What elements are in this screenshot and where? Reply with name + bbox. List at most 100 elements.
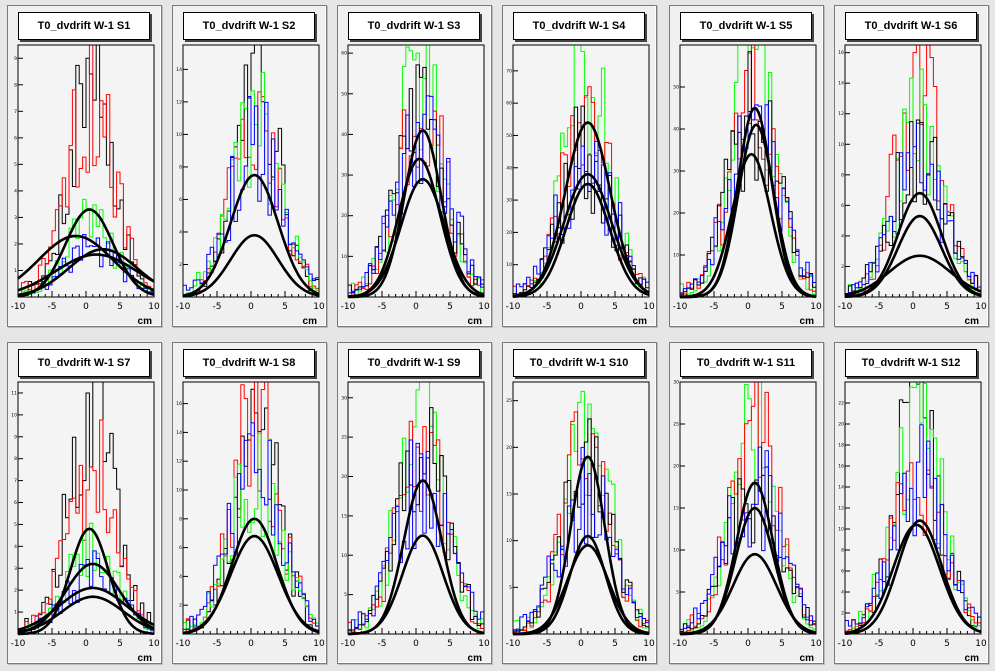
- y-tick-label: 3: [14, 566, 17, 572]
- x-axis-label: cm: [138, 653, 153, 664]
- gaussian-fit-line: [17, 586, 155, 632]
- histogram-series: [679, 104, 817, 297]
- y-tick-label: 20: [673, 464, 679, 470]
- histogram-series: [512, 390, 650, 634]
- y-tick-label: 10: [176, 132, 182, 138]
- x-tick-label: -10: [506, 302, 521, 312]
- histogram-series: [512, 446, 650, 634]
- x-tick-label: 0: [745, 302, 751, 312]
- chart-svg: 2 4 6 8 10 12 14 16 -10 -5 0 5 10 cm: [838, 44, 987, 327]
- histogram-series: [844, 462, 982, 634]
- y-tick-label: 3: [14, 215, 17, 221]
- y-tick-label: 1: [14, 268, 17, 274]
- chart-title: T0_dvdrift W-1 S2: [183, 12, 315, 40]
- gaussian-fit-line: [512, 182, 650, 298]
- chart-title: T0_dvdrift W-1 S7: [18, 349, 150, 377]
- y-tick-label: 25: [506, 398, 512, 404]
- x-tick-label: -10: [341, 302, 356, 312]
- y-tick-label: 40: [506, 165, 512, 171]
- histogram-series: [347, 95, 485, 297]
- x-tick-label: 5: [282, 302, 288, 312]
- histogram-series: [679, 466, 817, 634]
- y-tick-label: 20: [506, 230, 512, 236]
- x-tick-label: -5: [875, 639, 884, 649]
- chart-panel-1: 1 2 3 4 5 6 7 8 9 -10 -5 0 5 10 cm T0_dvdrift W-1 S1: [7, 5, 162, 327]
- y-tick-label: 20: [341, 213, 347, 219]
- x-tick-label: -5: [213, 639, 222, 649]
- x-axis-label: cm: [965, 653, 980, 664]
- y-tick-label: 15: [341, 513, 347, 519]
- histogram-series: [182, 433, 320, 634]
- x-tick-label: 0: [578, 639, 584, 649]
- chart-svg: 10 20 30 40 50 -10 -5 0 5 10 cm: [673, 44, 822, 327]
- chart-panel-3: 10 20 30 40 50 60 -10 -5 0 5 10 cm T0_dvdrift W-1 S3: [337, 5, 492, 327]
- x-tick-label: 0: [413, 639, 419, 649]
- gaussian-fit-line: [844, 254, 982, 297]
- x-tick-label: -5: [48, 639, 57, 649]
- x-axis-label: cm: [303, 653, 318, 664]
- y-tick-label: 20: [838, 422, 844, 428]
- x-tick-label: 0: [248, 302, 254, 312]
- x-axis-label: cm: [468, 653, 483, 664]
- gaussian-fit-line: [513, 543, 650, 636]
- y-tick-label: 60: [341, 51, 347, 57]
- chart-title: T0_dvdrift W-1 S10: [513, 349, 645, 377]
- histogram-series: [347, 439, 485, 634]
- y-tick-label: 8: [14, 456, 17, 462]
- y-tick-label: 10: [506, 538, 512, 544]
- chart-panel-5: 10 20 30 40 50 -10 -5 0 5 10 cm T0_dvdrift W-1 S5: [669, 5, 824, 327]
- y-tick-label: 7: [14, 109, 17, 115]
- x-tick-label: 5: [612, 639, 618, 649]
- y-tick-label: 10: [176, 488, 182, 494]
- x-axis-label: cm: [800, 653, 815, 664]
- gaussian-fit-line: [182, 173, 320, 297]
- y-tick-label: 30: [673, 380, 679, 386]
- y-tick-label: 8: [14, 82, 17, 88]
- y-tick-label: 22: [838, 401, 844, 407]
- x-tick-label: 5: [779, 302, 785, 312]
- chart-title: T0_dvdrift W-1 S4: [513, 12, 645, 40]
- y-tick-label: 9: [14, 56, 17, 62]
- x-tick-label: 10: [313, 302, 325, 312]
- y-tick-label: 10: [673, 548, 679, 554]
- gaussian-fit-line: [17, 234, 155, 292]
- y-tick-label: 6: [841, 569, 844, 575]
- x-tick-label: 5: [282, 639, 288, 649]
- y-tick-label: 25: [341, 435, 347, 441]
- x-tick-label: 10: [643, 639, 655, 649]
- y-tick-label: 4: [179, 229, 182, 235]
- x-axis-label: cm: [303, 316, 318, 327]
- gaussian-fit-line: [513, 534, 650, 636]
- y-tick-label: 15: [673, 506, 679, 512]
- y-tick-label: 2: [179, 262, 182, 268]
- gaussian-fit-line: [18, 527, 155, 636]
- chart-panel-4: 10 20 30 40 50 60 70 -10 -5 0 5 10 cm T0_dvdrift W-1 …: [502, 5, 657, 327]
- x-tick-label: 5: [944, 639, 950, 649]
- y-tick-label: 12: [176, 459, 182, 465]
- y-tick-label: 10: [506, 262, 512, 268]
- x-tick-label: -10: [673, 302, 688, 312]
- chart-title: T0_dvdrift W-1 S3: [348, 12, 480, 40]
- histogram-series: [512, 44, 650, 297]
- y-tick-label: 5: [14, 162, 17, 168]
- y-tick-label: 10: [11, 412, 17, 418]
- y-tick-label: 14: [176, 67, 182, 73]
- y-tick-label: 16: [176, 401, 182, 407]
- x-tick-label: -5: [378, 302, 387, 312]
- y-tick-label: 30: [673, 169, 679, 175]
- gaussian-fit-line: [844, 214, 982, 299]
- chart-title: T0_dvdrift W-1 S11: [680, 349, 812, 377]
- gaussian-fit-line: [182, 233, 320, 298]
- y-tick-label: 12: [838, 506, 844, 512]
- x-tick-label: -10: [11, 639, 26, 649]
- x-tick-label: 10: [478, 302, 490, 312]
- y-tick-label: 30: [341, 395, 347, 401]
- x-tick-label: -5: [875, 302, 884, 312]
- y-tick-label: 4: [179, 574, 182, 580]
- y-tick-label: 6: [841, 203, 844, 209]
- y-tick-label: 60: [506, 101, 512, 107]
- histogram-series: [512, 105, 650, 297]
- histogram-series: [17, 44, 155, 297]
- y-tick-label: 1: [14, 610, 17, 616]
- y-tick-label: 16: [838, 50, 844, 56]
